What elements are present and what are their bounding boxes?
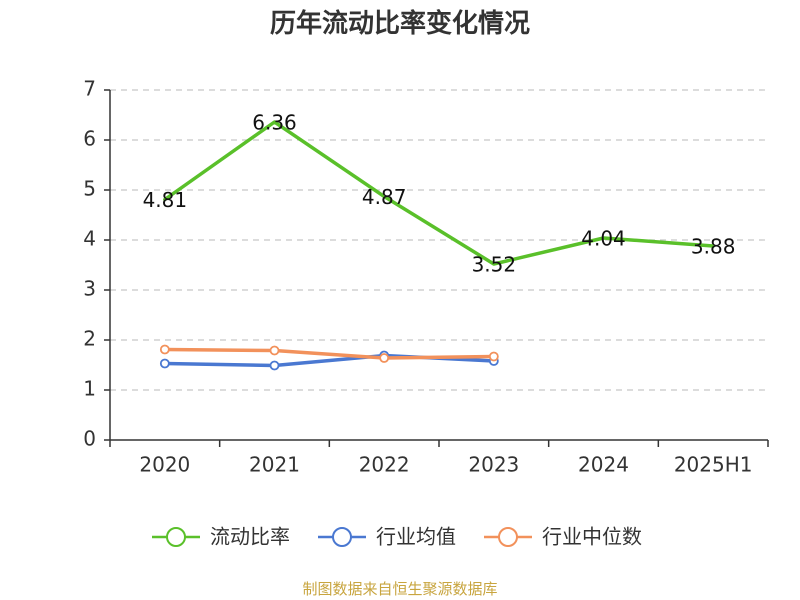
y-tick-label: 6 (83, 127, 96, 151)
legend-label: 行业均值 (376, 525, 456, 549)
data-label: 4.04 (581, 227, 626, 251)
data-label: 6.36 (252, 111, 297, 135)
data-label: 3.52 (472, 253, 517, 277)
y-tick-label: 0 (83, 427, 96, 451)
legend-marker (166, 527, 186, 547)
source-note: 制图数据来自恒生聚源数据库 (302, 580, 498, 598)
series-line (163, 120, 715, 266)
legend-label: 流动比率 (210, 525, 290, 549)
data-point[interactable] (269, 360, 280, 371)
legend-item[interactable]: 行业中位数 (484, 525, 642, 549)
grid-lines (110, 89, 768, 391)
data-point[interactable] (379, 353, 390, 363)
legend-marker (332, 527, 352, 547)
x-tick-label: 2022 (359, 453, 410, 477)
data-point[interactable] (488, 351, 499, 362)
axes: 0 1 2 3 4 5 6 7 2020 2021 2022 2023 2024 2025H1 (83, 77, 769, 477)
x-tick-label: 2023 (468, 453, 519, 477)
legend-item[interactable]: 行业均值 (318, 525, 456, 549)
y-tick-label: 3 (83, 277, 96, 301)
legend-marker (498, 527, 518, 547)
legend[interactable]: 流动比率 行业均值 行业中位数 (152, 525, 642, 549)
x-tick-label: 2024 (578, 453, 629, 477)
x-tick-label: 2021 (249, 453, 300, 477)
data-label: 4.87 (362, 185, 407, 209)
series-lines (159, 120, 715, 371)
legend-item[interactable]: 流动比率 (152, 525, 290, 549)
series-line (163, 347, 496, 360)
x-tick-label: 2020 (139, 453, 190, 477)
x-tick-label: 2025H1 (674, 453, 753, 477)
data-point[interactable] (159, 344, 170, 355)
data-point[interactable] (159, 358, 170, 369)
data-label: 3.88 (691, 235, 736, 259)
y-tick-label: 1 (83, 377, 96, 401)
chart-title: 历年流动比率变化情况 (269, 9, 530, 39)
legend-label: 行业中位数 (542, 525, 642, 549)
y-tick-label: 5 (83, 177, 96, 201)
y-tick-label: 4 (83, 227, 96, 251)
y-tick-label: 2 (83, 327, 96, 351)
data-label: 4.81 (143, 188, 188, 212)
data-point[interactable] (269, 345, 280, 356)
y-tick-label: 7 (83, 77, 96, 101)
data-labels: 4.81 6.36 4.87 3.52 4.04 3.88 (143, 111, 736, 277)
